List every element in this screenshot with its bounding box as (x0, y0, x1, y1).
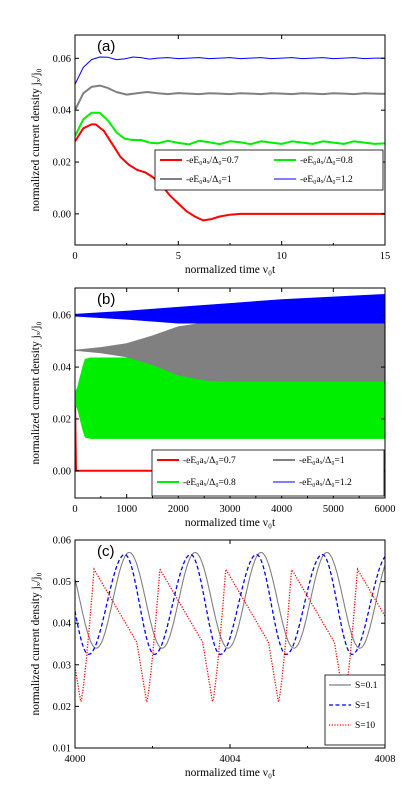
series-line (75, 111, 385, 146)
x-tick-label: 3000 (220, 504, 241, 515)
legend-label: S=10 (355, 721, 375, 731)
y-tick-label: 0.06 (53, 536, 71, 547)
series-line (75, 553, 385, 656)
y-tick-label: 0.05 (53, 577, 71, 588)
legend: S=0.1 S=1 S=10 (324, 674, 386, 746)
legend-label: -eE₀aₓ/Δ₀=0.7 (186, 156, 239, 166)
series-band (75, 321, 385, 382)
legend-label: -eE₀aₓ/Δ₀=1.2 (300, 175, 353, 185)
chart-panel-a: 0 5 10 15 0.00 0.02 0.04 0.06 normalized time ν₀… (30, 34, 391, 276)
y-tick-label: 0.04 (53, 619, 72, 630)
y-tick-label: 0.00 (53, 209, 71, 220)
legend-label: -eE₀aₓ/Δ₀=0.8 (183, 478, 236, 488)
legend-label: -eE₀aₓ/Δ₀=0.7 (183, 456, 236, 466)
y-tick-label: 0.02 (53, 414, 71, 425)
x-tick-label: 10 (276, 251, 287, 262)
legend: -eE₀aₓ/Δ₀=0.7 -eE₀aₓ/Δ₀=1 -eE₀aₓ/Δ₀=0.8 -eE… (151, 449, 385, 497)
legend-box (154, 149, 384, 191)
x-tick-label: 0 (72, 504, 77, 515)
x-tick-label: 15 (380, 251, 391, 262)
series-line (75, 123, 385, 222)
x-tick-label: 1000 (116, 504, 137, 515)
x-axis-label: normalized time ν₀t (185, 517, 276, 529)
y-axis-label: normalized current density jₓ/j₀ (30, 321, 42, 464)
y-tick-label: 0.03 (53, 660, 71, 671)
legend-box (151, 449, 385, 497)
y-tick-label: 0.04 (53, 363, 72, 374)
plot-area (75, 56, 385, 222)
panel-label: (a) (97, 38, 115, 55)
panel-label: (b) (97, 291, 115, 308)
x-tick-label: 5 (176, 251, 181, 262)
plot-area (75, 293, 385, 472)
x-tick-label: 2000 (168, 504, 189, 515)
chart-panel-c: 4000 4004 4008 0.01 0.02 0.03 0.04 0.05 0.06 norm… (30, 536, 396, 780)
series-line (75, 551, 385, 649)
series-line (75, 84, 385, 111)
series-line (75, 567, 385, 705)
legend: -eE₀aₓ/Δ₀=0.7 -eE₀aₓ/Δ₀=0.8 -eE₀aₓ/Δ₀=1 -eE… (154, 149, 384, 191)
series-line (75, 56, 385, 85)
y-tick-label: 0.01 (53, 744, 71, 755)
y-tick-label: 0.00 (53, 466, 71, 477)
series-band (75, 293, 385, 324)
legend-box (324, 674, 386, 746)
y-tick-label: 0.06 (53, 311, 71, 322)
x-axis-label: normalized time ν₀t (185, 264, 276, 276)
y-tick-label: 0.06 (53, 54, 71, 65)
legend-label: -eE₀aₓ/Δ₀=1 (299, 456, 345, 466)
legend-label: -eE₀aₓ/Δ₀=1.2 (299, 478, 352, 488)
legend-label: -eE₀aₓ/Δ₀=0.8 (300, 156, 353, 166)
x-tick-label: 6000 (375, 504, 396, 515)
x-tick-label: 4004 (220, 754, 242, 765)
chart-panel-b: 0 1000 2000 3000 4000 5000 6000 0.00 0.02 0.04 0.0… (30, 287, 396, 529)
y-tick-label: 0.02 (53, 158, 71, 169)
legend-label: -eE₀aₓ/Δ₀=1 (186, 175, 232, 185)
x-tick-label: 4000 (65, 754, 86, 765)
y-tick-label: 0.04 (53, 106, 72, 117)
plot-area (75, 551, 385, 705)
panel-label: (c) (97, 543, 115, 560)
y-tick-label: 0.02 (53, 702, 71, 713)
legend-label: S=1 (355, 701, 371, 711)
x-tick-label: 5000 (323, 504, 344, 515)
x-tick-label: 4000 (271, 504, 292, 515)
legend-label: S=0.1 (355, 681, 378, 691)
x-tick-label: 4008 (375, 754, 396, 765)
y-axis-label: normalized current density jₓ/j₀ (30, 572, 42, 715)
y-axis-label: normalized current density jₓ/j₀ (30, 68, 42, 211)
x-axis-label: normalized time ν₀t (185, 767, 276, 779)
x-tick-label: 0 (72, 251, 77, 262)
